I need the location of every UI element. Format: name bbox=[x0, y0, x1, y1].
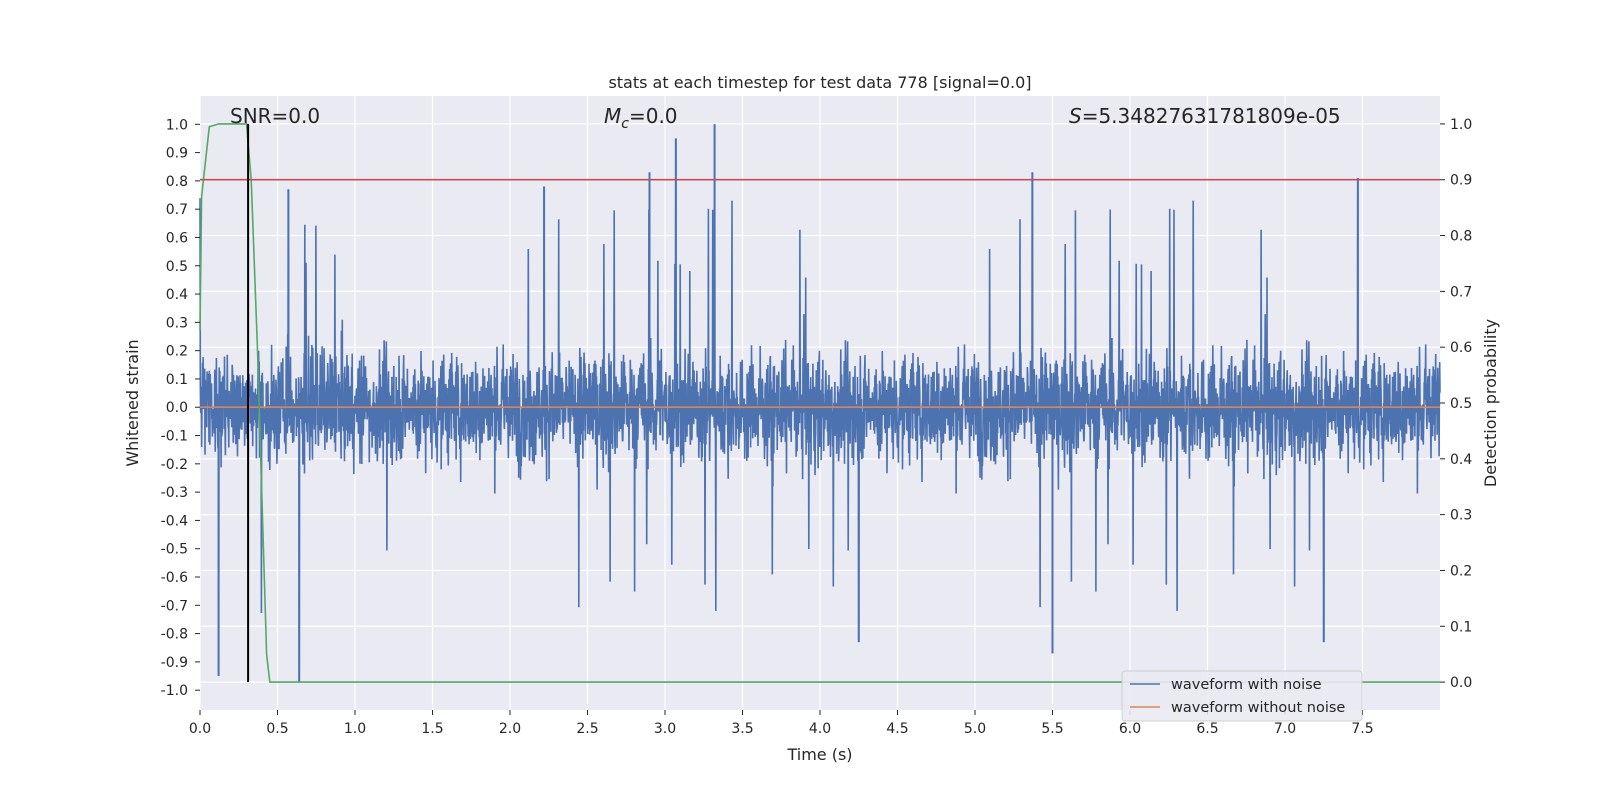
chirp-mass-subscript: c bbox=[621, 116, 629, 132]
y-tick-label: 0.5 bbox=[166, 259, 188, 275]
chirp-mass-value: =0.0 bbox=[629, 104, 678, 128]
x-tick-label: 2.0 bbox=[499, 721, 521, 737]
y2-axis-ticks: 1.0 0.9 0.8 0.7 0.6 0.5 0.4 0.3 0.2 0.1 0.0 bbox=[1440, 117, 1472, 691]
x-tick-label: 1.5 bbox=[421, 721, 443, 737]
y2-tick-label: 1.0 bbox=[1450, 117, 1472, 133]
s-symbol: S bbox=[1069, 104, 1082, 128]
chirp-mass-annotation: Mc=0.0 bbox=[604, 104, 678, 132]
waveform-with-noise-line bbox=[199, 124, 1441, 682]
y-tick-label: 0.9 bbox=[166, 146, 188, 162]
x-tick-label: 3.0 bbox=[654, 721, 676, 737]
x-tick-label: 7.5 bbox=[1351, 721, 1373, 737]
y-tick-label: 0.7 bbox=[166, 202, 188, 218]
x-tick-label: 6.5 bbox=[1196, 721, 1218, 737]
noise-waveform-series bbox=[199, 124, 1441, 682]
y-axis-ticks: 1.0 0.9 0.8 0.7 0.6 0.5 0.4 0.3 0.2 0.1 0.0 -0.1 -0.… bbox=[161, 117, 200, 699]
y-axis-label: Whitened strain bbox=[123, 339, 142, 466]
y-tick-label: -0.8 bbox=[161, 627, 188, 643]
y-tick-label: 0.6 bbox=[166, 230, 188, 246]
y2-tick-label: 0.7 bbox=[1450, 284, 1472, 300]
y2-tick-label: 0.6 bbox=[1450, 340, 1472, 356]
snr-annotation: SNR=0.0 bbox=[230, 104, 320, 128]
y2-axis-label: Detection probability bbox=[1481, 319, 1500, 487]
y-tick-label: -0.5 bbox=[161, 542, 188, 558]
snr-sum-annotation: S=5.34827631781809e-05 bbox=[1069, 104, 1341, 128]
y-tick-label: -0.2 bbox=[161, 457, 188, 473]
x-tick-label: 6.0 bbox=[1119, 721, 1141, 737]
x-tick-label: 0.0 bbox=[189, 721, 211, 737]
y2-tick-label: 0.4 bbox=[1450, 452, 1472, 468]
x-tick-label: 1.0 bbox=[344, 721, 366, 737]
y-tick-label: 0.0 bbox=[166, 400, 188, 416]
y-tick-label: -0.6 bbox=[161, 570, 188, 586]
y2-tick-label: 0.9 bbox=[1450, 173, 1472, 189]
chart-title: stats at each timestep for test data 778… bbox=[608, 73, 1031, 92]
y-tick-label: 0.1 bbox=[166, 372, 188, 388]
y-tick-label: -0.3 bbox=[161, 485, 188, 501]
y-tick-label: 1.0 bbox=[166, 117, 188, 133]
x-tick-label: 4.5 bbox=[886, 721, 908, 737]
y-tick-label: -0.1 bbox=[161, 429, 188, 445]
y2-tick-label: 0.8 bbox=[1450, 229, 1472, 245]
x-tick-label: 2.5 bbox=[576, 721, 598, 737]
y2-tick-label: 0.5 bbox=[1450, 396, 1472, 412]
y2-tick-label: 0.2 bbox=[1450, 563, 1472, 579]
s-value: =5.34827631781809e-05 bbox=[1082, 104, 1341, 128]
x-tick-label: 5.5 bbox=[1041, 721, 1063, 737]
x-axis-ticks: 0.0 0.5 1.0 1.5 2.0 2.5 3.0 3.5 4.0 4.5 5.0 5.5 6.0 6… bbox=[189, 710, 1374, 737]
x-tick-label: 5.0 bbox=[964, 721, 986, 737]
y-tick-label: -0.4 bbox=[161, 513, 188, 529]
x-tick-label: 0.5 bbox=[266, 721, 288, 737]
y2-tick-label: 0.1 bbox=[1450, 619, 1472, 635]
legend-label-clean: waveform without noise bbox=[1171, 700, 1345, 716]
legend-label-noise: waveform with noise bbox=[1171, 677, 1322, 693]
y2-tick-label: 0.3 bbox=[1450, 508, 1472, 524]
x-tick-label: 3.5 bbox=[731, 721, 753, 737]
y-tick-label: -1.0 bbox=[161, 683, 188, 699]
y-tick-label: -0.7 bbox=[161, 598, 188, 614]
y-tick-label: 0.2 bbox=[166, 344, 188, 360]
y-tick-label: 0.8 bbox=[166, 174, 188, 190]
y-tick-label: -0.9 bbox=[161, 655, 188, 671]
chirp-mass-symbol: M bbox=[604, 104, 621, 128]
y-tick-label: 0.3 bbox=[166, 315, 188, 331]
series-lines bbox=[199, 123, 1440, 683]
legend-box bbox=[1121, 670, 1363, 722]
y2-tick-label: 0.0 bbox=[1450, 675, 1472, 691]
x-tick-label: 7.0 bbox=[1274, 721, 1296, 737]
legend: waveform with noise waveform without noi… bbox=[1121, 670, 1363, 722]
detection-probability-line bbox=[199, 123, 1440, 683]
y-tick-label: 0.4 bbox=[166, 287, 188, 303]
x-axis-label: Time (s) bbox=[786, 745, 852, 764]
x-tick-label: 4.0 bbox=[809, 721, 831, 737]
